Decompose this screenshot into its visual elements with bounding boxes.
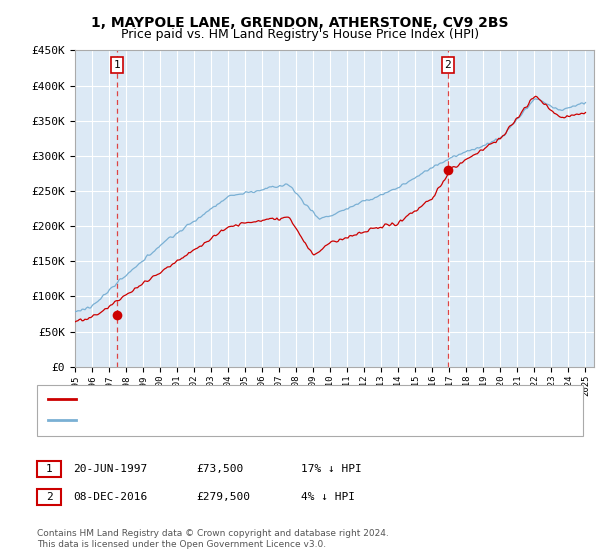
Text: £279,500: £279,500 bbox=[196, 492, 250, 502]
Text: £73,500: £73,500 bbox=[196, 464, 244, 474]
Text: 1: 1 bbox=[46, 464, 53, 474]
Text: 4% ↓ HPI: 4% ↓ HPI bbox=[301, 492, 355, 502]
Text: 08-DEC-2016: 08-DEC-2016 bbox=[73, 492, 148, 502]
Text: Price paid vs. HM Land Registry's House Price Index (HPI): Price paid vs. HM Land Registry's House … bbox=[121, 28, 479, 41]
Text: 2: 2 bbox=[445, 60, 451, 70]
Text: 1, MAYPOLE LANE, GRENDON, ATHERSTONE, CV9 2BS (detached house): 1, MAYPOLE LANE, GRENDON, ATHERSTONE, CV… bbox=[82, 394, 441, 404]
Text: 20-JUN-1997: 20-JUN-1997 bbox=[73, 464, 148, 474]
Text: HPI: Average price, detached house, North Warwickshire: HPI: Average price, detached house, Nort… bbox=[82, 415, 364, 425]
Text: 17% ↓ HPI: 17% ↓ HPI bbox=[301, 464, 362, 474]
Text: 1, MAYPOLE LANE, GRENDON, ATHERSTONE, CV9 2BS: 1, MAYPOLE LANE, GRENDON, ATHERSTONE, CV… bbox=[91, 16, 509, 30]
Text: 2: 2 bbox=[46, 492, 53, 502]
Text: Contains HM Land Registry data © Crown copyright and database right 2024.
This d: Contains HM Land Registry data © Crown c… bbox=[37, 529, 389, 549]
Text: 1: 1 bbox=[113, 60, 121, 70]
